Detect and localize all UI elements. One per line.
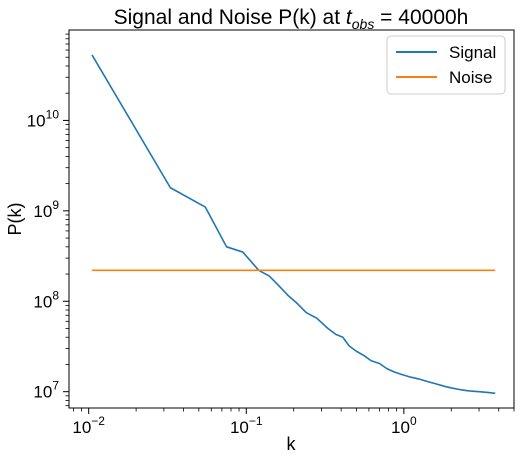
- legend-noise-label: Noise: [449, 68, 492, 87]
- y-tick-label: 107: [33, 379, 59, 402]
- legend-box: [386, 35, 506, 95]
- x-tick-label: 10−1: [230, 414, 263, 437]
- x-axis-label: k: [287, 434, 297, 454]
- y-tick-label: 109: [33, 198, 59, 221]
- y-tick-label: 108: [33, 288, 59, 311]
- x-tick-label: 100: [391, 414, 417, 437]
- y-axis-ticks: 107 108 109 1010: [27, 33, 69, 407]
- chart-title: Signal and Noise P(k) at tobs = 40000h: [114, 6, 469, 32]
- series-layer: [91, 54, 496, 395]
- legend: Signal Noise: [386, 35, 506, 95]
- y-axis-label: P(k): [5, 203, 25, 236]
- legend-signal-label: Signal: [449, 43, 496, 62]
- x-tick-label: 10−2: [72, 414, 105, 437]
- plot-frame: [68, 29, 515, 409]
- y-tick-label: 1010: [27, 107, 60, 130]
- x-axis-ticks: 10−2 10−1 100: [72, 408, 515, 437]
- series-line-signal: [91, 54, 496, 395]
